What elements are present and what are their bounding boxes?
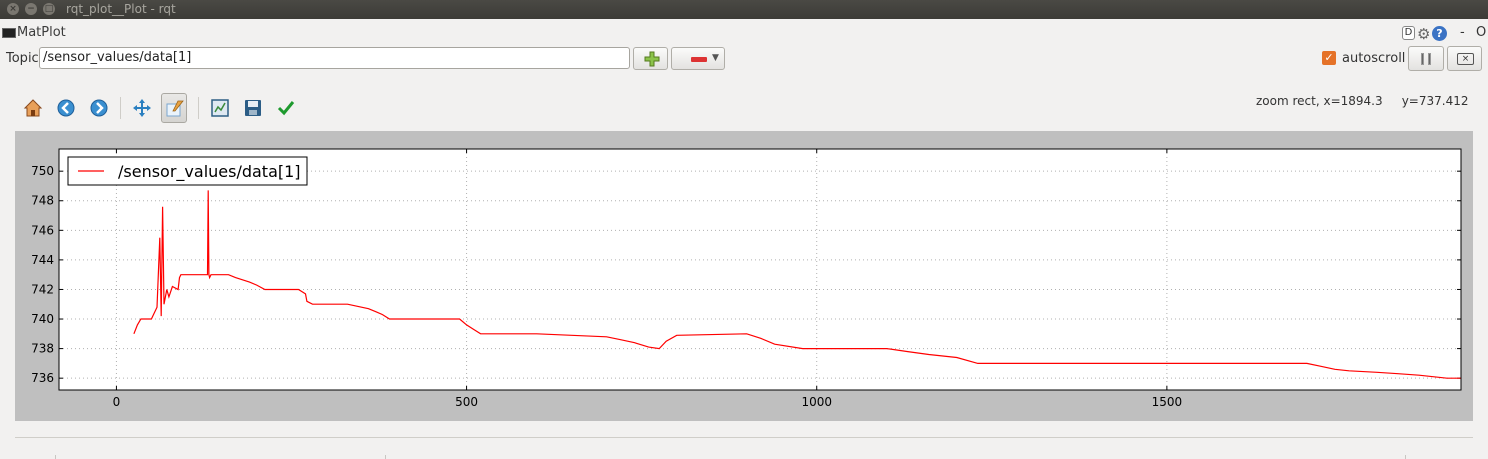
clear-icon: × xyxy=(1457,53,1474,65)
minimize-plugin-button[interactable]: - xyxy=(1460,25,1465,40)
help-icon[interactable]: ? xyxy=(1432,26,1447,41)
bottom-marker xyxy=(385,455,386,459)
zoom-rect-button[interactable] xyxy=(161,93,187,123)
pause-icon xyxy=(1421,53,1424,65)
zoom-status-text: zoom rect, x=1894.3 y=737.412 xyxy=(1256,94,1469,108)
window-maximize-icon[interactable]: □ xyxy=(43,3,55,15)
home-icon xyxy=(23,99,43,117)
topic-label: Topic xyxy=(6,51,39,66)
autoscroll-checkbox[interactable]: ✓ xyxy=(1322,51,1336,65)
configure-subplots-button[interactable] xyxy=(207,93,233,123)
bottom-marker xyxy=(1405,455,1406,459)
pause-button[interactable] xyxy=(1408,46,1444,71)
pause-icon-bar xyxy=(1428,53,1431,65)
zoom-rect-icon xyxy=(166,100,184,117)
edit-axes-icon xyxy=(277,101,295,116)
add-topic-button[interactable] xyxy=(633,47,668,70)
save-icon xyxy=(245,100,261,116)
bottom-marker xyxy=(55,455,56,459)
window-titlebar: × − □ rqt_plot__Plot - rqt xyxy=(0,0,1488,19)
pan-button[interactable] xyxy=(129,93,155,123)
plus-icon xyxy=(644,51,660,67)
close-plugin-button[interactable]: O xyxy=(1476,25,1487,40)
topic-input[interactable]: /sensor_values/data[1] xyxy=(39,47,630,69)
back-button[interactable] xyxy=(53,93,79,123)
status-divider xyxy=(15,437,1473,438)
plugin-title: MatPlot xyxy=(17,25,66,40)
home-button[interactable] xyxy=(20,93,46,123)
toolbar-separator xyxy=(198,97,199,119)
forward-button[interactable] xyxy=(86,93,112,123)
minus-icon xyxy=(691,57,707,62)
configure-subplots-icon xyxy=(211,99,229,117)
clear-button[interactable]: × xyxy=(1447,46,1482,71)
window-minimize-icon[interactable]: − xyxy=(25,3,37,15)
edit-axes-button[interactable] xyxy=(273,93,299,123)
chevron-down-icon: ▼ xyxy=(712,53,719,63)
plugin-header: MatPlot D ⚙ ? - O xyxy=(0,24,1488,43)
autoscroll-label: autoscroll xyxy=(1342,51,1406,66)
matplot-plugin-icon xyxy=(2,28,16,38)
remove-topic-button[interactable]: ▼ xyxy=(671,47,725,70)
pan-icon xyxy=(133,99,151,117)
window-close-icon[interactable]: × xyxy=(7,3,19,15)
dock-d-button[interactable]: D xyxy=(1402,26,1415,40)
figure-canvas[interactable] xyxy=(15,131,1473,421)
gear-icon[interactable]: ⚙ xyxy=(1417,25,1431,43)
window-title: rqt_plot__Plot - rqt xyxy=(66,2,176,16)
toolbar-separator xyxy=(120,97,121,119)
back-arrow-icon xyxy=(57,99,75,117)
save-button[interactable] xyxy=(240,93,266,123)
forward-arrow-icon xyxy=(90,99,108,117)
